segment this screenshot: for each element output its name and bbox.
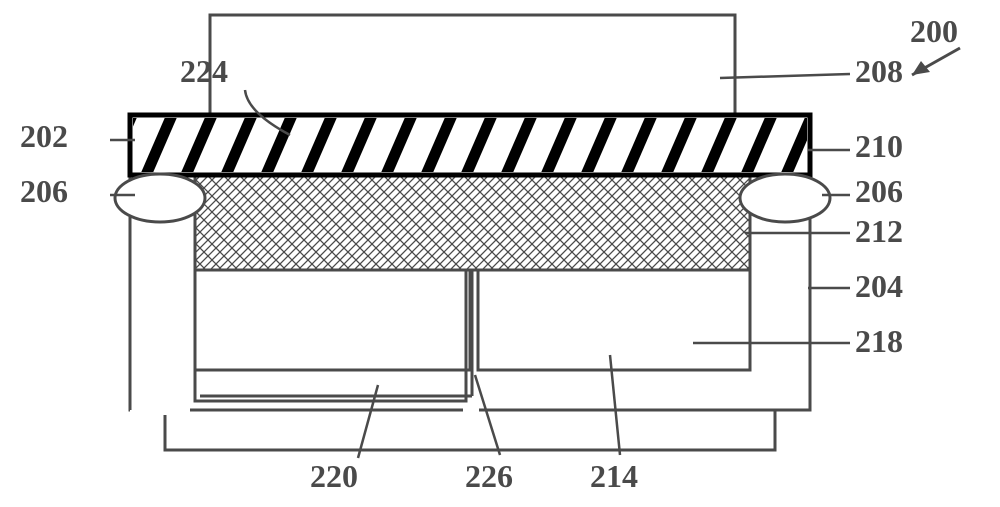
left-seal	[115, 174, 205, 222]
label-226: 226	[465, 460, 513, 492]
inner-left-block	[195, 270, 470, 370]
label-220: 220	[310, 460, 358, 492]
bottom-bar	[165, 410, 775, 450]
label-212: 212	[855, 215, 903, 247]
label-210: 210	[855, 130, 903, 162]
label-208: 208	[855, 55, 903, 87]
hatched-bar	[100, 115, 858, 175]
label-200: 200	[910, 15, 958, 47]
right-seal	[740, 174, 830, 222]
inner-right-block	[478, 270, 750, 370]
label-214: 214	[590, 460, 638, 492]
label-204: 204	[855, 270, 903, 302]
label-224: 224	[180, 55, 228, 87]
top-block	[210, 15, 735, 115]
crosshatch-block	[195, 175, 750, 270]
label-206-right: 206	[855, 175, 903, 207]
label-206-left: 206	[20, 175, 68, 207]
label-218: 218	[855, 325, 903, 357]
diagram-root	[0, 0, 1000, 507]
label-202: 202	[20, 120, 68, 152]
